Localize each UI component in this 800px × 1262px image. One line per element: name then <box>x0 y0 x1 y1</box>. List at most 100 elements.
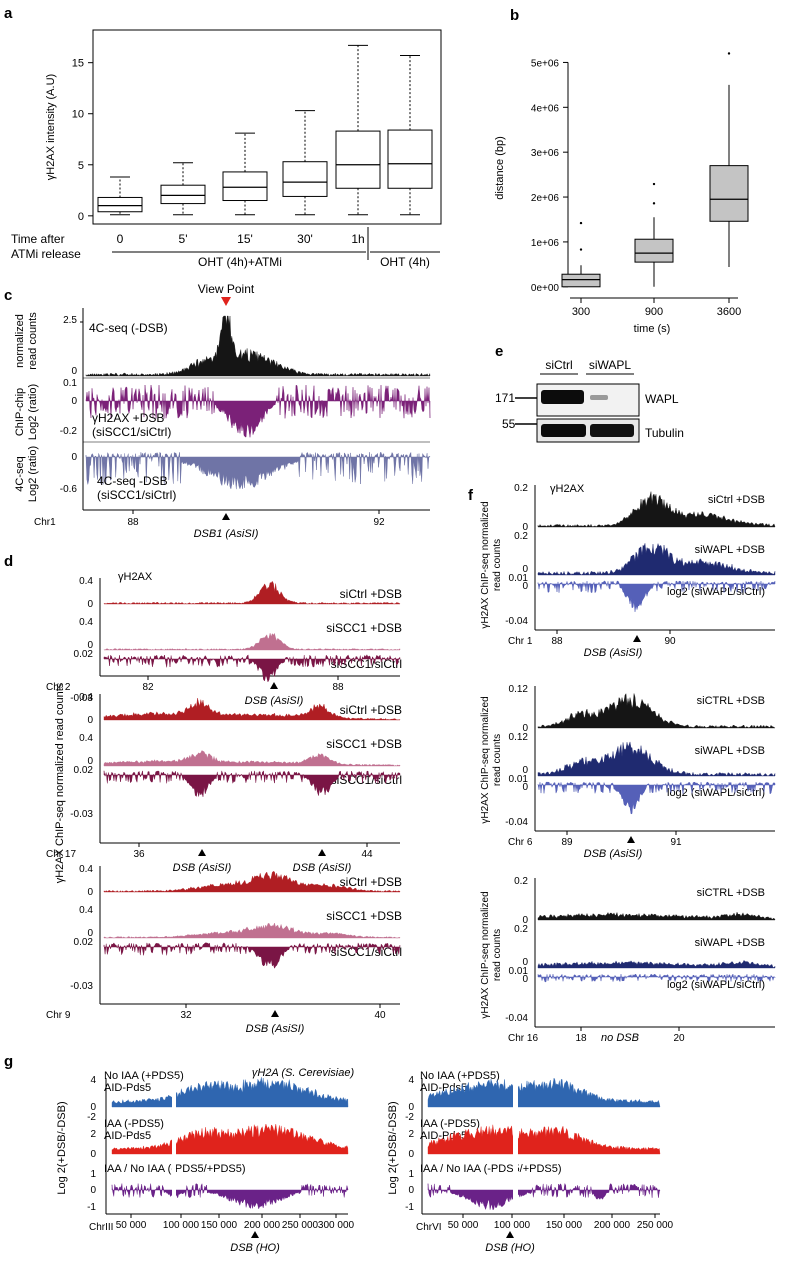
panel-a-category-1: 5' <box>179 232 188 246</box>
panel-f-zero-c-1: 0 <box>522 782 528 793</box>
panel-c-ylabel3-b: Log2 (ratio) <box>27 446 39 502</box>
panel-g-xtick-label-0-1: 100 000 <box>163 1220 200 1231</box>
panel-f-label-ratio-2: log2 (siWAPL/siCtrl) <box>667 979 765 991</box>
panel-g-vm1-0: -1 <box>87 1202 96 1213</box>
panel-a-box-1 <box>160 184 206 205</box>
panel-c-dsb-arrow <box>222 513 230 520</box>
panel-f-ylabel1-1: γH2AX ChIP-seq normalized <box>480 696 491 823</box>
panel-f-track-wapl-1 <box>537 741 776 777</box>
panel-f-ylabel1-2: γH2AX ChIP-seq normalized <box>480 891 491 1018</box>
panel-f-gh2ax-label: γH2AX <box>550 483 585 495</box>
panel-e-band-label-tubulin: Tubulin <box>645 426 684 440</box>
panel-d-val-0b-0: 0 <box>87 640 93 651</box>
panel-g-xtick-label-1-3: 200 000 <box>594 1220 631 1231</box>
panel-g-v1-1: 1 <box>408 1169 414 1180</box>
panel-f-max-b-0: 0.2 <box>514 531 528 542</box>
panel-c-tracks <box>80 315 431 514</box>
panel-d-val-04b-2: 0.4 <box>79 905 93 916</box>
panel-g-xtick-label-0-2: 150 000 <box>201 1220 238 1231</box>
panel-d-tick-label1-0: 82 <box>142 682 154 693</box>
panel-f-max-a-1: 0.12 <box>509 684 529 695</box>
panel-f-dsb-arrow-0 <box>633 635 641 642</box>
panel-b-outlier-0-0 <box>579 248 583 251</box>
panel-g-gap-1 <box>513 1078 518 1212</box>
panel-c-tick-92: 92 <box>373 517 385 528</box>
panel-c-dsb-label: DSB1 (AsiSI) <box>194 528 259 540</box>
panel-d-val-002-1: 0.02 <box>74 765 94 776</box>
panel-b-category-2: 3600 <box>717 306 741 318</box>
panel-d-val-0a-1: 0 <box>87 715 93 726</box>
panel-f-chr-1: Chr 6 <box>508 837 533 848</box>
panel-d-val-0b-1: 0 <box>87 756 93 767</box>
panel-f-track-ratio-1 <box>537 781 776 815</box>
panel-label-f: f <box>468 487 474 504</box>
panel-g-xtick-label-0-5: 300 000 <box>318 1220 355 1231</box>
panel-f-label-wapl-2: siWAPL +DSB <box>695 937 765 949</box>
panel-g-v1-0: 1 <box>90 1169 96 1180</box>
panel-d-track-scc1-1 <box>103 750 401 767</box>
panel-g-dsb-arrow-1 <box>506 1231 514 1238</box>
panel-d-track-ratio-0 <box>103 654 401 683</box>
panel-g-xtick-label-0-3: 200 000 <box>244 1220 281 1231</box>
panel-d-tick-label2-1: 44 <box>361 849 373 860</box>
panel-b-ytick-label-4: 4e+06 <box>531 103 560 114</box>
panel-f-label-ctrl-0: siCtrl +DSB <box>708 494 765 506</box>
panel-d-label-ctrl-2: siCtrl +DSB <box>340 875 402 889</box>
panel-d-tick-label1-1: 36 <box>133 849 145 860</box>
panel-g-l3-1: IAA / No IAA (-PDS5/+PDS5) <box>420 1163 562 1175</box>
panel-d-val-04b-0: 0.4 <box>79 617 93 628</box>
panel-d-label-ctrl-1: siCtrl +DSB <box>340 703 402 717</box>
panel-c-track3-bottom: -0.6 <box>60 484 78 495</box>
panel-g-v0b-1: 0 <box>408 1149 414 1160</box>
panel-c-ylabel2-b: Log2 (ratio) <box>27 384 39 440</box>
panel-c-track1-max: 2.5 <box>63 315 77 326</box>
panel-d-dsb-arrow-1-0 <box>198 849 206 856</box>
panel-f-v001-2: 0.01 <box>509 966 529 977</box>
panel-g-dsb-label-0: DSB (HO) <box>230 1242 280 1254</box>
panel-f-zero-b-1: 0 <box>522 765 528 776</box>
panel-c-chr: Chr1 <box>34 517 56 528</box>
panel-f-dsb-arrow-1 <box>627 836 635 843</box>
panel-f-zero-c-2: 0 <box>522 974 528 985</box>
panel-d-val-0b-2: 0 <box>87 928 93 939</box>
panel-d-val-04a-2: 0.4 <box>79 864 93 875</box>
panel-f-track-ctrl-1 <box>537 693 776 729</box>
panel-f-zero-a-1: 0 <box>522 723 528 734</box>
panel-c-track3-zero: 0 <box>71 452 77 463</box>
panel-d-dsb-label-2-0: DSB (AsiSI) <box>246 1023 305 1035</box>
panel-g-l1b-0: AID-Pds5 <box>104 1082 151 1094</box>
panel-f-max-a-0: 0.2 <box>514 483 528 494</box>
panel-label-d: d <box>4 553 13 570</box>
panel-c-track2-label-2: (siSCC1/siCtrl) <box>92 425 171 439</box>
panel-b-outlier-2-0 <box>727 52 731 55</box>
panel-c-track2-top: 0.1 <box>63 378 77 389</box>
panel-c-track2-zero: 0 <box>71 396 77 407</box>
panel-e-band-wapl-kd <box>590 395 608 400</box>
panel-label-g: g <box>4 1053 13 1070</box>
panel-b-box-0 <box>561 273 601 288</box>
panel-b-category-1: 900 <box>645 306 663 318</box>
panel-d-gh2ax-label: γH2AX <box>118 571 153 583</box>
panel-g-track-ratio-0 <box>111 1182 349 1210</box>
panel-f-vm004-0: -0.04 <box>505 616 528 627</box>
panel-g-xtick-label-1-2: 150 000 <box>546 1220 583 1231</box>
panel-g-dsb-arrow-0 <box>251 1231 259 1238</box>
panel-c-track1-signal <box>85 315 431 377</box>
panel-g-vm1-1: -1 <box>405 1202 414 1213</box>
panel-g-track-red-0 <box>111 1123 349 1155</box>
panel-label-c: c <box>4 287 12 304</box>
panel-label-e: e <box>495 343 503 360</box>
panel-f-max-b-2: 0.2 <box>514 924 528 935</box>
panel-g-track-ratio-1 <box>427 1182 661 1211</box>
panel-a-category-0: 0 <box>117 232 124 246</box>
panel-b-ytick-label-5: 5e+06 <box>531 58 560 69</box>
panel-e-col1: siCtrl <box>545 358 572 372</box>
panel-f-track-wapl-0 <box>537 542 776 576</box>
panel-a-y-label: γH2AX intensity (A.U) <box>45 74 57 180</box>
panel-c-track1-zero: 0 <box>71 366 77 377</box>
panel-f-max-b-1: 0.12 <box>509 732 529 743</box>
panel-f-zero-a-2: 0 <box>522 915 528 926</box>
